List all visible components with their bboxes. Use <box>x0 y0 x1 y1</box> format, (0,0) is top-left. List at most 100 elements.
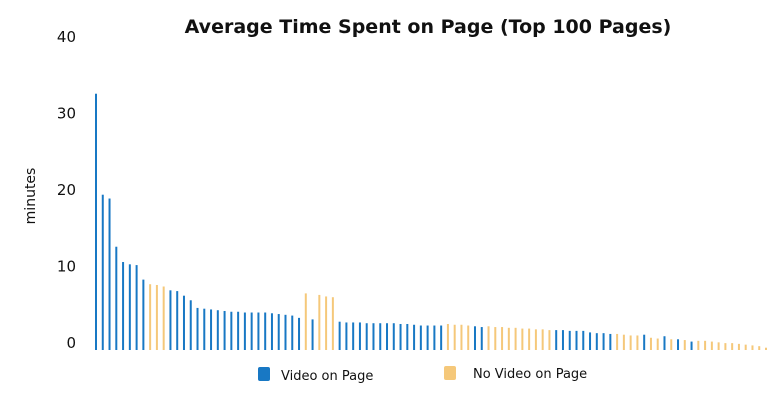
bar-video <box>595 333 598 350</box>
bar-novideo <box>514 327 517 350</box>
bar-video <box>101 194 104 350</box>
bar-novideo <box>765 347 767 350</box>
bar-video <box>135 265 138 350</box>
bar-novideo <box>744 344 747 350</box>
bar-video <box>589 332 592 350</box>
bar-novideo <box>683 340 686 350</box>
bar-video <box>386 323 389 350</box>
bar-video <box>372 323 375 350</box>
bar-novideo <box>521 328 524 350</box>
bar-video <box>399 323 402 350</box>
bar-novideo <box>304 293 307 350</box>
bar-video <box>582 330 585 350</box>
bar-video <box>128 264 131 350</box>
legend-label-video: Video on Page <box>281 369 373 384</box>
bar-novideo <box>331 297 334 350</box>
bar-video <box>169 290 172 350</box>
bar-video <box>338 321 341 350</box>
bar-novideo <box>528 328 531 350</box>
bar-video <box>108 198 111 350</box>
bar-novideo <box>487 326 490 350</box>
bar-novideo <box>541 329 544 350</box>
bar-novideo <box>704 340 707 350</box>
bar-video <box>203 308 206 350</box>
bar-video <box>250 312 253 350</box>
bar-video <box>142 279 145 350</box>
bar-video <box>426 325 429 350</box>
bar-video <box>643 334 646 350</box>
legend-swatch-novideo <box>444 366 456 380</box>
bar-video <box>210 309 213 350</box>
bar-video <box>433 325 436 350</box>
bar-video <box>413 324 416 350</box>
bar-video <box>379 323 382 350</box>
bar-video <box>602 333 605 350</box>
bar-video <box>223 310 226 350</box>
bar-novideo <box>467 325 470 350</box>
bar-novideo <box>731 343 734 350</box>
y-tick-label: 30 <box>57 105 76 123</box>
y-tick-label: 40 <box>57 28 76 46</box>
bar-video <box>176 291 179 350</box>
bar-video <box>555 330 558 350</box>
bar-novideo <box>697 340 700 350</box>
bar-novideo <box>616 333 619 350</box>
bar-video <box>609 333 612 350</box>
bar-video <box>406 323 409 350</box>
bar-video <box>182 295 185 350</box>
y-tick-label: 0 <box>66 334 76 352</box>
bar-novideo <box>710 341 713 350</box>
bar-novideo <box>717 342 720 350</box>
bar-video <box>677 339 680 350</box>
legend: Video on Page No Video on Page <box>258 366 587 384</box>
bar-video <box>311 319 314 350</box>
bar-novideo <box>670 339 673 350</box>
bar-video <box>575 330 578 350</box>
bar-novideo <box>534 329 537 350</box>
bar-novideo <box>751 345 754 350</box>
bar-novideo <box>325 296 328 350</box>
bar-novideo <box>460 324 463 350</box>
bar-video <box>257 312 260 350</box>
bar-novideo <box>758 346 761 350</box>
bar-video <box>230 311 233 350</box>
bar-video <box>95 93 97 350</box>
bar-video <box>345 322 348 350</box>
bar-novideo <box>724 343 727 350</box>
bar-novideo <box>649 337 652 350</box>
y-axis-ticks: 0 10 20 30 40 <box>57 28 76 352</box>
bar-novideo <box>162 286 165 350</box>
bar-video <box>365 323 368 350</box>
y-axis-label: minutes <box>23 168 39 225</box>
bar-video <box>352 322 355 350</box>
bar-video <box>237 311 240 350</box>
bar-novideo <box>453 324 456 350</box>
bar-video <box>216 310 219 350</box>
bar-novideo <box>501 327 504 350</box>
bar-video <box>115 246 118 350</box>
bar-novideo <box>548 330 551 350</box>
bar-video <box>298 317 301 350</box>
bar-video <box>440 325 443 350</box>
bar-video <box>196 307 199 350</box>
bar-novideo <box>636 335 639 350</box>
bar-video <box>480 327 483 350</box>
bar-video <box>473 326 476 350</box>
bar-novideo <box>446 323 449 350</box>
bar-video <box>122 262 125 350</box>
bar-video <box>277 314 280 350</box>
bar-video <box>561 330 564 350</box>
bar-video <box>189 300 192 350</box>
bar-novideo <box>318 294 321 350</box>
legend-swatch-video <box>258 367 270 381</box>
chart-title: Average Time Spent on Page (Top 100 Page… <box>185 16 672 38</box>
bar-novideo <box>629 335 632 350</box>
bar-video <box>663 336 666 350</box>
bar-video <box>270 313 273 350</box>
bar-video <box>284 314 287 350</box>
bar-novideo <box>507 327 510 350</box>
y-tick-label: 10 <box>57 258 76 276</box>
legend-label-novideo: No Video on Page <box>473 367 587 382</box>
bars-group <box>95 93 767 350</box>
bar-video <box>568 330 571 350</box>
